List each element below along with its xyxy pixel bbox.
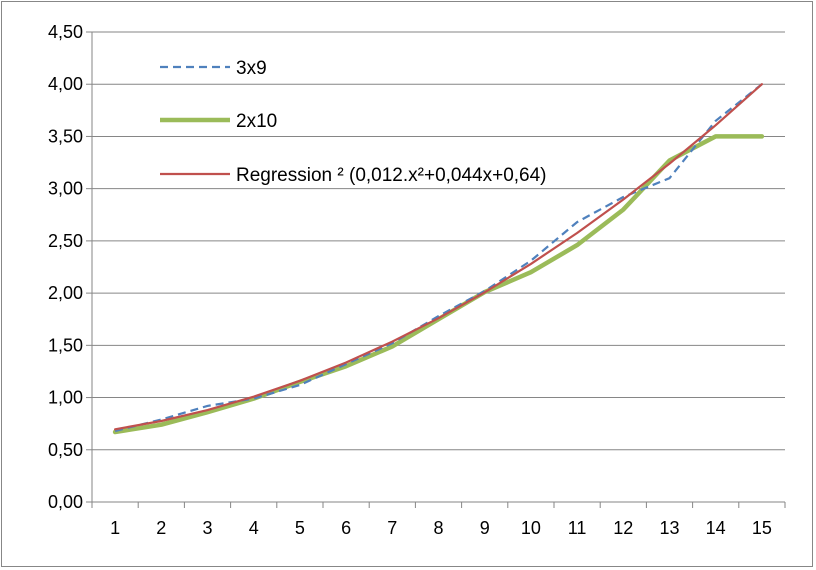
legend-label-regression: Regression ² (0,012.x²+0,044x+0,64) xyxy=(236,165,547,186)
y-tick-label: 2,50 xyxy=(48,231,83,251)
x-axis-ticks: 1 2 3 4 5 6 7 8 9 10 11 12 13 14 15 xyxy=(91,502,786,538)
y-tick-label: 1,00 xyxy=(48,388,83,408)
x-tick-label: 12 xyxy=(613,518,633,538)
series-lines xyxy=(112,83,765,435)
x-tick-label: 1 xyxy=(110,518,120,538)
y-tick-label: 0,50 xyxy=(48,440,83,460)
x-tick-label: 11 xyxy=(568,518,587,538)
x-tick-label: 9 xyxy=(480,518,490,538)
x-tick-label: 2 xyxy=(156,518,166,538)
x-tick-label: 7 xyxy=(387,518,397,538)
x-tick-label: 6 xyxy=(341,518,351,538)
y-tick-label: 3,50 xyxy=(48,126,83,146)
x-tick-label: 15 xyxy=(752,518,772,538)
legend-label-3x9: 3x9 xyxy=(236,58,267,79)
x-tick-label: 3 xyxy=(202,518,212,538)
series-line-0 xyxy=(114,83,763,433)
grid-lines xyxy=(92,31,785,451)
series-line-2 xyxy=(113,83,764,431)
x-tick-label: 13 xyxy=(659,518,679,538)
axes xyxy=(91,32,785,503)
y-tick-label: 4,00 xyxy=(48,74,83,94)
x-tick-label: 5 xyxy=(295,518,305,538)
x-tick-label: 4 xyxy=(249,518,259,538)
y-tick-label: 0,00 xyxy=(48,492,83,512)
y-tick-label: 2,00 xyxy=(48,283,83,303)
x-tick-label: 10 xyxy=(521,518,541,538)
y-tick-label: 1,50 xyxy=(48,335,83,355)
x-tick-label: 14 xyxy=(706,518,726,538)
legend-label-2x10: 2x10 xyxy=(236,111,277,132)
y-tick-label: 4,50 xyxy=(48,22,83,42)
y-tick-label: 3,00 xyxy=(48,179,83,199)
x-tick-label: 8 xyxy=(433,518,443,538)
y-axis-ticks: 0,00 0,50 1,00 1,50 2,00 2,50 3,00 3,50 4,00 4,50 xyxy=(48,22,92,512)
legend: 3x9 2x10 Regression ² (0,012.x²+0,044x+0… xyxy=(160,58,547,186)
